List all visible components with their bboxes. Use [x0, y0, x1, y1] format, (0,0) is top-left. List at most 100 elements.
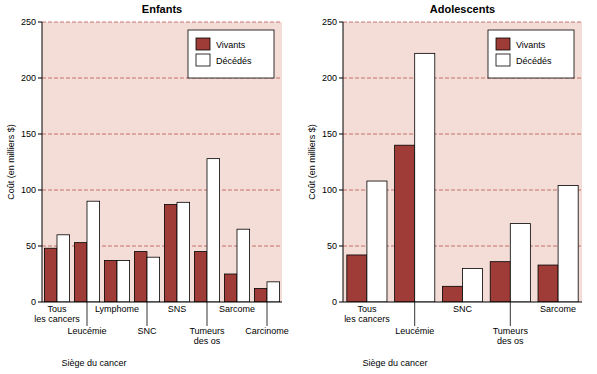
bars [44, 159, 279, 302]
tick-label: 250 [322, 17, 337, 27]
chart-title: Enfants [142, 3, 182, 15]
category-label: SNS [168, 304, 187, 314]
legend-label: Décédés [216, 56, 252, 66]
category-label: Sarcome [219, 304, 255, 314]
bar [87, 201, 100, 302]
tick-label: 150 [322, 129, 337, 139]
x-axis [343, 302, 582, 303]
bar [164, 205, 177, 302]
tick [339, 22, 343, 23]
leader-line [267, 302, 268, 326]
bar [117, 261, 130, 302]
tick [339, 302, 343, 303]
category-label: SNC [453, 304, 473, 314]
figure: 0 50 100 150 200 250 Tousles cancers Leucémie Ly… [0, 0, 597, 374]
tick [38, 302, 42, 303]
tick [38, 78, 42, 79]
tick-label: 100 [322, 185, 337, 195]
bar [490, 262, 510, 302]
bar [267, 282, 280, 302]
leader-line [207, 302, 208, 326]
tick [339, 78, 343, 79]
bar [558, 186, 578, 302]
tick-label: 150 [21, 129, 36, 139]
legend-label: Vivants [516, 40, 546, 50]
y-axis [42, 22, 43, 302]
tick-label: 200 [21, 73, 36, 83]
bar [367, 181, 387, 302]
category-label: Sarcome [540, 304, 576, 314]
grid-line [42, 22, 282, 23]
legend-label: Vivants [216, 40, 246, 50]
category-label: Leucémie [395, 326, 434, 336]
x-axis [42, 302, 282, 303]
grid-line [42, 190, 282, 191]
leader-line [414, 302, 415, 326]
legend-swatch [496, 54, 510, 66]
bar [147, 257, 160, 302]
tick-label: 250 [21, 17, 36, 27]
bar [57, 235, 70, 302]
tick-label: 0 [332, 297, 337, 307]
x-axis-title: Siège du cancer [362, 358, 427, 368]
leader-line [510, 302, 511, 326]
tick [38, 22, 42, 23]
chart: 0 50 100 150 200 250 Tousles cancers Leucémie Ly… [6, 3, 289, 368]
tick [38, 246, 42, 247]
legend-swatch [496, 38, 510, 50]
category-label: Tousles cancers [344, 304, 390, 324]
bar [415, 53, 435, 302]
bar [237, 229, 250, 302]
tick-label: 50 [26, 241, 36, 251]
bars [347, 53, 578, 302]
bar [207, 159, 220, 302]
category-label: Leucémie [67, 326, 106, 336]
tick-label: 50 [327, 241, 337, 251]
leader-line [87, 302, 88, 326]
grid-line [42, 134, 282, 135]
y-axis [343, 22, 344, 302]
tick-label: 100 [21, 185, 36, 195]
legend [188, 30, 274, 78]
tick [38, 190, 42, 191]
bar [442, 286, 462, 302]
legend-swatch [196, 38, 210, 50]
bar [395, 145, 415, 302]
y-axis-title: Coût (en milliers $) [307, 124, 317, 200]
bar [194, 252, 207, 302]
legend [488, 30, 574, 78]
bar [104, 261, 117, 302]
chart-title: Adolescents [430, 3, 495, 15]
bar [347, 255, 367, 302]
category-label: Tumeursdes os [493, 326, 529, 346]
chart: 0 50 100 150 200 250 Tousles cancers Leucémie SN… [307, 3, 582, 368]
grid-line [343, 22, 582, 23]
legend-label: Décédés [516, 56, 552, 66]
legend-swatch [196, 54, 210, 66]
grid-line [343, 134, 582, 135]
category-label: SNC [137, 326, 157, 336]
bar [44, 248, 57, 302]
category-label: Carcinome [245, 326, 289, 336]
plot-background [42, 22, 282, 302]
tick [339, 190, 343, 191]
bar [224, 274, 237, 302]
tick [339, 246, 343, 247]
plot-background [343, 22, 582, 302]
bar [254, 289, 267, 302]
bar [74, 243, 87, 302]
category-label: Tumeursdes os [189, 326, 225, 346]
category-label: Lymphome [95, 304, 139, 314]
tick-label: 200 [322, 73, 337, 83]
x-axis-title: Siège du cancer [61, 358, 126, 368]
bar [510, 224, 530, 302]
bar [134, 252, 147, 302]
category-label: Tousles cancers [34, 304, 80, 324]
tick [38, 134, 42, 135]
bar [463, 268, 483, 302]
y-axis-title: Coût (en milliers $) [6, 124, 16, 200]
tick-label: 0 [31, 297, 36, 307]
tick [339, 134, 343, 135]
bar [538, 265, 558, 302]
bar [177, 202, 190, 302]
